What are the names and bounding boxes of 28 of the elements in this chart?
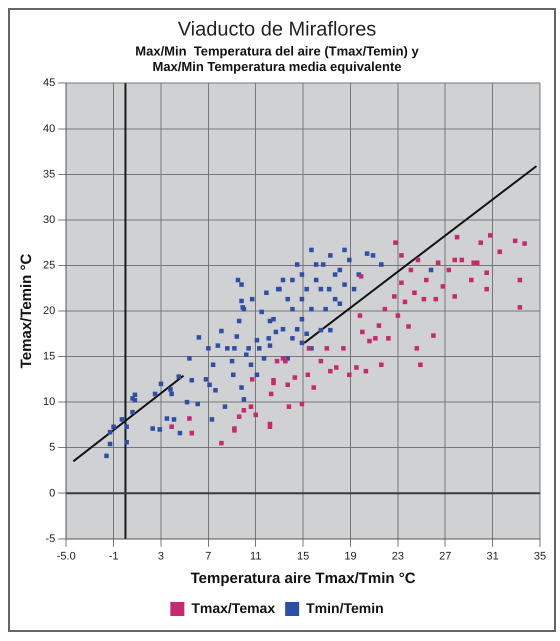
x-tick-label: 35 (534, 550, 546, 562)
x-axis-title: Temperatura aire Tmax/Tmin °C (190, 570, 416, 588)
x-tick-label: 7 (205, 550, 212, 562)
y-tick-label: 5 (49, 442, 56, 454)
legend-label: Tmax/Temax (191, 600, 276, 616)
y-tick-label: 25 (42, 259, 56, 272)
x-tick-label: 11 (250, 550, 262, 562)
y-tick-label: 40 (42, 122, 56, 135)
legend-label: Tmin/Temin (306, 600, 384, 616)
x-tick-label: 27 (439, 550, 452, 562)
chart-title: Viaducto de Miraflores (178, 18, 376, 41)
chart-subtitle: Max/Min Temperatura del aire (Tmax/Temin) y Max/Min Temperatura media equivalente (135, 43, 420, 74)
y-tick-label: 15 (42, 350, 56, 363)
y-axis-title: Temax/Temin °C (18, 254, 36, 368)
x-tick-label: -1 (108, 550, 118, 562)
y-tick-label: -5 (45, 532, 56, 545)
y-tick-label: 0 (49, 487, 56, 500)
x-tick-label: -5.0 (56, 550, 76, 562)
x-tick-label: 23 (392, 550, 404, 562)
y-tick-label: 20 (42, 305, 56, 318)
x-tick-label: 19 (344, 550, 357, 562)
y-tick-label: 35 (42, 168, 56, 180)
y-tick-label: 30 (42, 214, 56, 226)
x-tick-label: 3 (158, 550, 164, 562)
y-tick-label: 10 (42, 396, 56, 408)
x-tick-label: 31 (486, 550, 499, 562)
y-tick-label: 45 (42, 77, 56, 90)
x-tick-label: 15 (296, 550, 310, 562)
